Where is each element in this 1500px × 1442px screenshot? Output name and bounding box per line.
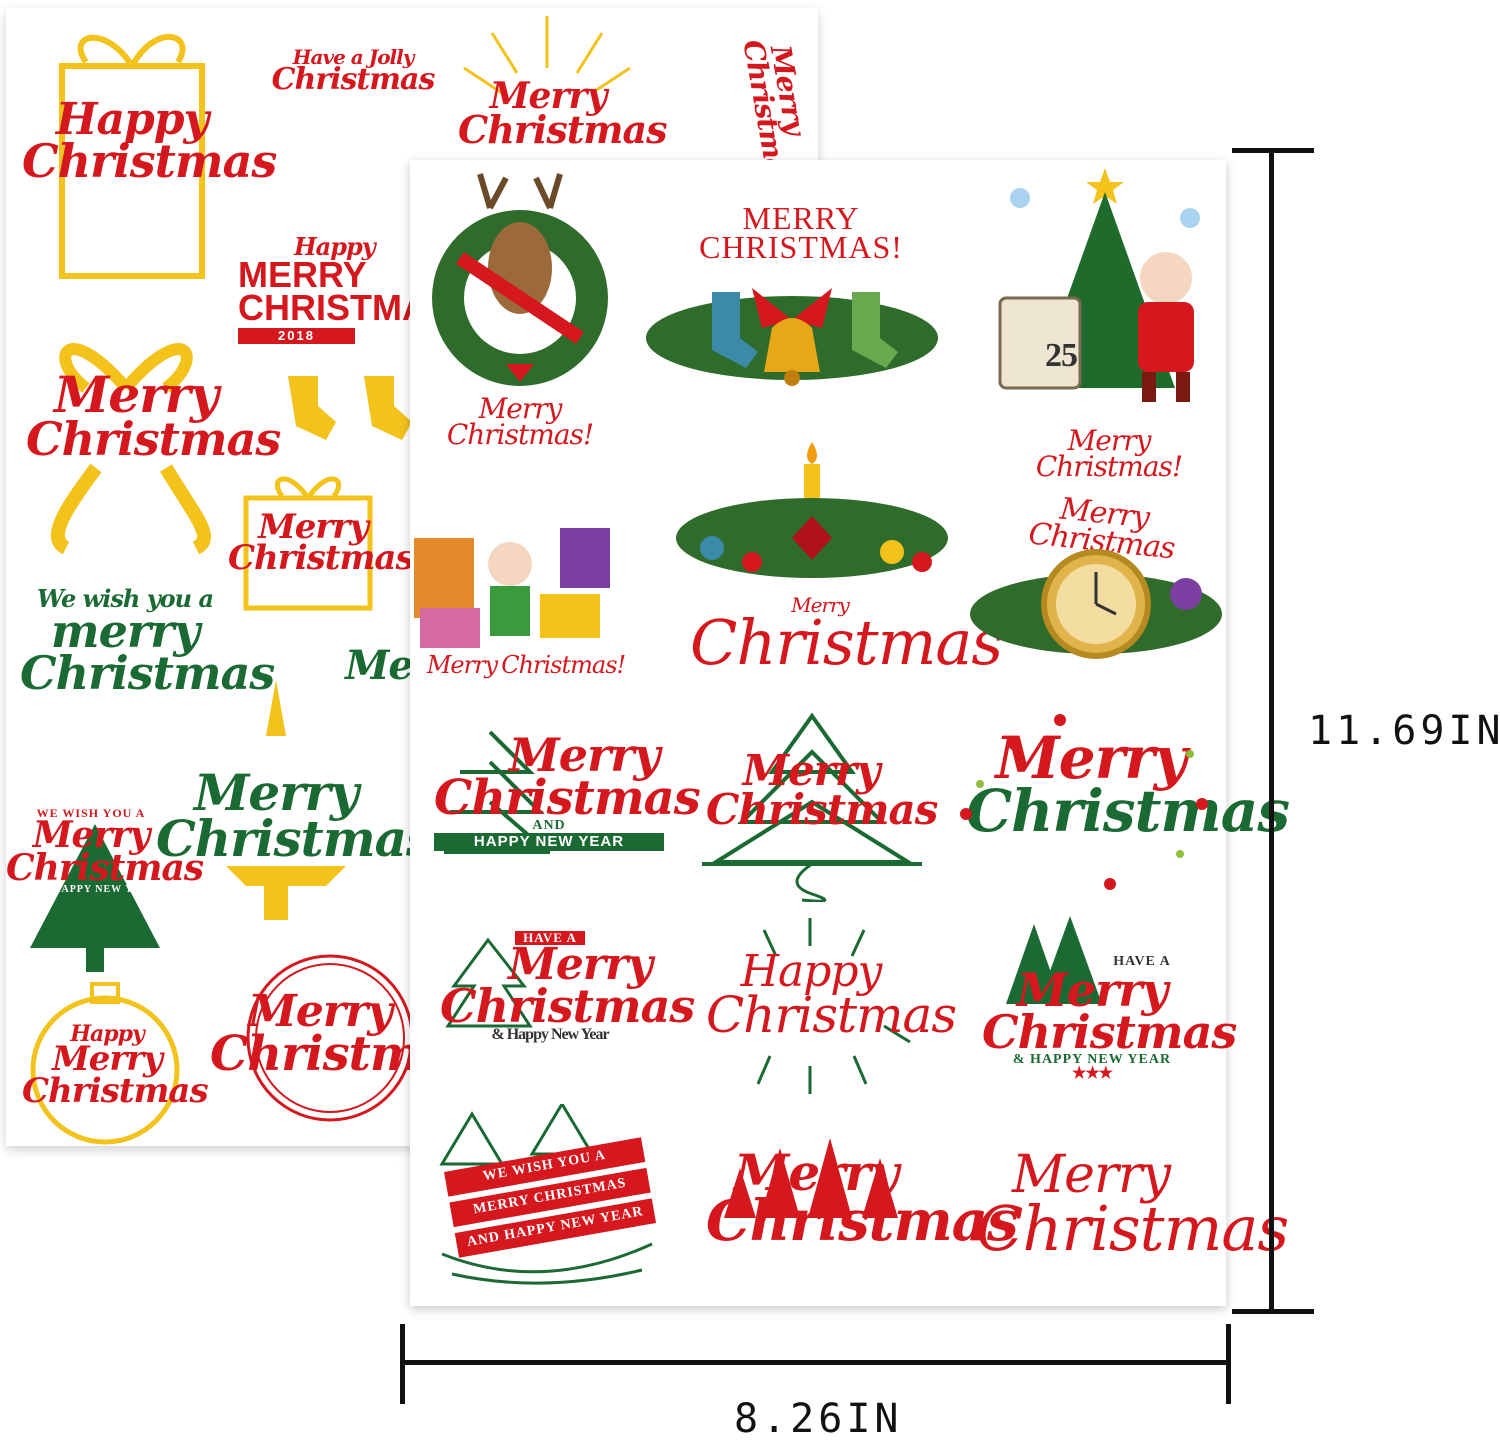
red-glitter-trees bbox=[724, 1138, 898, 1218]
gift-box-outline bbox=[59, 34, 205, 279]
back-decal-merry-christmas-new-year: WE WISH YOU A Merry Christmas AND HAPPY … bbox=[6, 806, 204, 896]
back-decal-happy-merry-christmas-ornament: Happy Merry Christmas bbox=[22, 1021, 209, 1111]
green-scribble-tree bbox=[702, 712, 922, 902]
gold-tree-outline bbox=[226, 680, 346, 920]
green-pine-trees bbox=[1006, 916, 1102, 1004]
back-decal-partial-green: Me bbox=[345, 648, 414, 685]
gold-stockings bbox=[288, 376, 412, 440]
burst-lines bbox=[756, 918, 911, 1094]
reindeer-wreath-illustration bbox=[432, 173, 608, 386]
front-decal-reindeer-merry-christmas: Merry Christmas! bbox=[446, 392, 594, 451]
front-decal-glitter-merry-christmas: Merry Christmas bbox=[706, 1143, 1019, 1254]
height-dimension-bottom-cap bbox=[1232, 1309, 1314, 1314]
width-dimension-line bbox=[402, 1360, 1228, 1365]
height-dimension-label: 11.69IN bbox=[1308, 708, 1500, 754]
front-decal-have-a-merry-christmas: HAVE A Merry Christmas & Happy New Year bbox=[440, 930, 695, 1043]
elf-gifts-illustration bbox=[414, 528, 610, 648]
gold-ribbon-bow bbox=[50, 343, 211, 555]
green-line-tree bbox=[445, 937, 533, 1028]
snowflake-hat-scatter bbox=[960, 714, 1208, 890]
front-decal-plain-merry-christmas: Merry Christmas bbox=[976, 1145, 1289, 1265]
back-decal-jolly-christmas: Have a Jolly Christmas bbox=[271, 45, 436, 98]
bell-garland-illustration bbox=[646, 288, 938, 386]
width-dimension-right-cap bbox=[1226, 1324, 1231, 1404]
front-decal-sheet: Merry Christmas! MERRY CHRISTMAS! 25 Mer… bbox=[410, 160, 1290, 1306]
sun-rays bbox=[463, 16, 631, 95]
back-decal-merry-christmas-rays: Merry Christmas bbox=[458, 75, 668, 153]
front-decal-elf-merry-christmas: Merry Christmas! bbox=[426, 651, 626, 679]
front-decal-happy-christmas-burst: Happy Christmas bbox=[706, 946, 957, 1045]
front-decal-scribble-tree-merry-christmas: Merry Christmas bbox=[706, 746, 938, 834]
width-dimension-label: 8.26IN bbox=[734, 1396, 903, 1442]
back-decal-merry-christmas-ribbon: Merry Christmas bbox=[26, 365, 281, 466]
gold-ornament-outline bbox=[30, 982, 180, 1145]
santa-tree-illustration bbox=[998, 168, 1200, 402]
back-decal-happy-christmas: Happy Christmas bbox=[22, 94, 277, 189]
front-decal-red-green-merry-christmas: Merry Christmas bbox=[966, 724, 1290, 846]
back-decal-merry-christmas-gift: Merry Christmas bbox=[228, 507, 415, 579]
gift-box-outline-small bbox=[243, 476, 373, 611]
front-decal-candle-merry-christmas: Merry Christmas bbox=[690, 593, 1003, 680]
back-decal-happy-merry-christmas-2018: Happy MERRY CHRISTMAS 2018 bbox=[238, 232, 452, 345]
candle-garland-illustration bbox=[676, 442, 948, 578]
front-decal-merry-christmas-new-year: Merry Christmas AND HAPPY NEW YEAR bbox=[434, 728, 701, 852]
height-dimension-line bbox=[1269, 150, 1274, 1314]
back-decal-merry-christmas-green: Merry Christmas bbox=[156, 763, 434, 868]
back-decal-merry-christmas-circle: Merry Christmas bbox=[210, 986, 477, 1083]
back-decal-merry-christmas-rotated: Merry Christmas bbox=[736, 37, 812, 192]
clock-garland-illustration bbox=[970, 549, 1222, 659]
green-tree-silhouette bbox=[30, 824, 160, 972]
green-sketch-tree bbox=[444, 730, 550, 854]
front-decal-santa-merry-christmas: Merry Christmas! bbox=[1035, 424, 1183, 483]
front-decal-have-a-merry-christmas-pines: HAVE A Merry Christmas & HAPPY NEW YEAR … bbox=[982, 954, 1237, 1083]
front-decal-bell-merry-christmas: MERRY CHRISTMAS! bbox=[699, 200, 903, 266]
calendar-number: 25 bbox=[1045, 337, 1078, 374]
